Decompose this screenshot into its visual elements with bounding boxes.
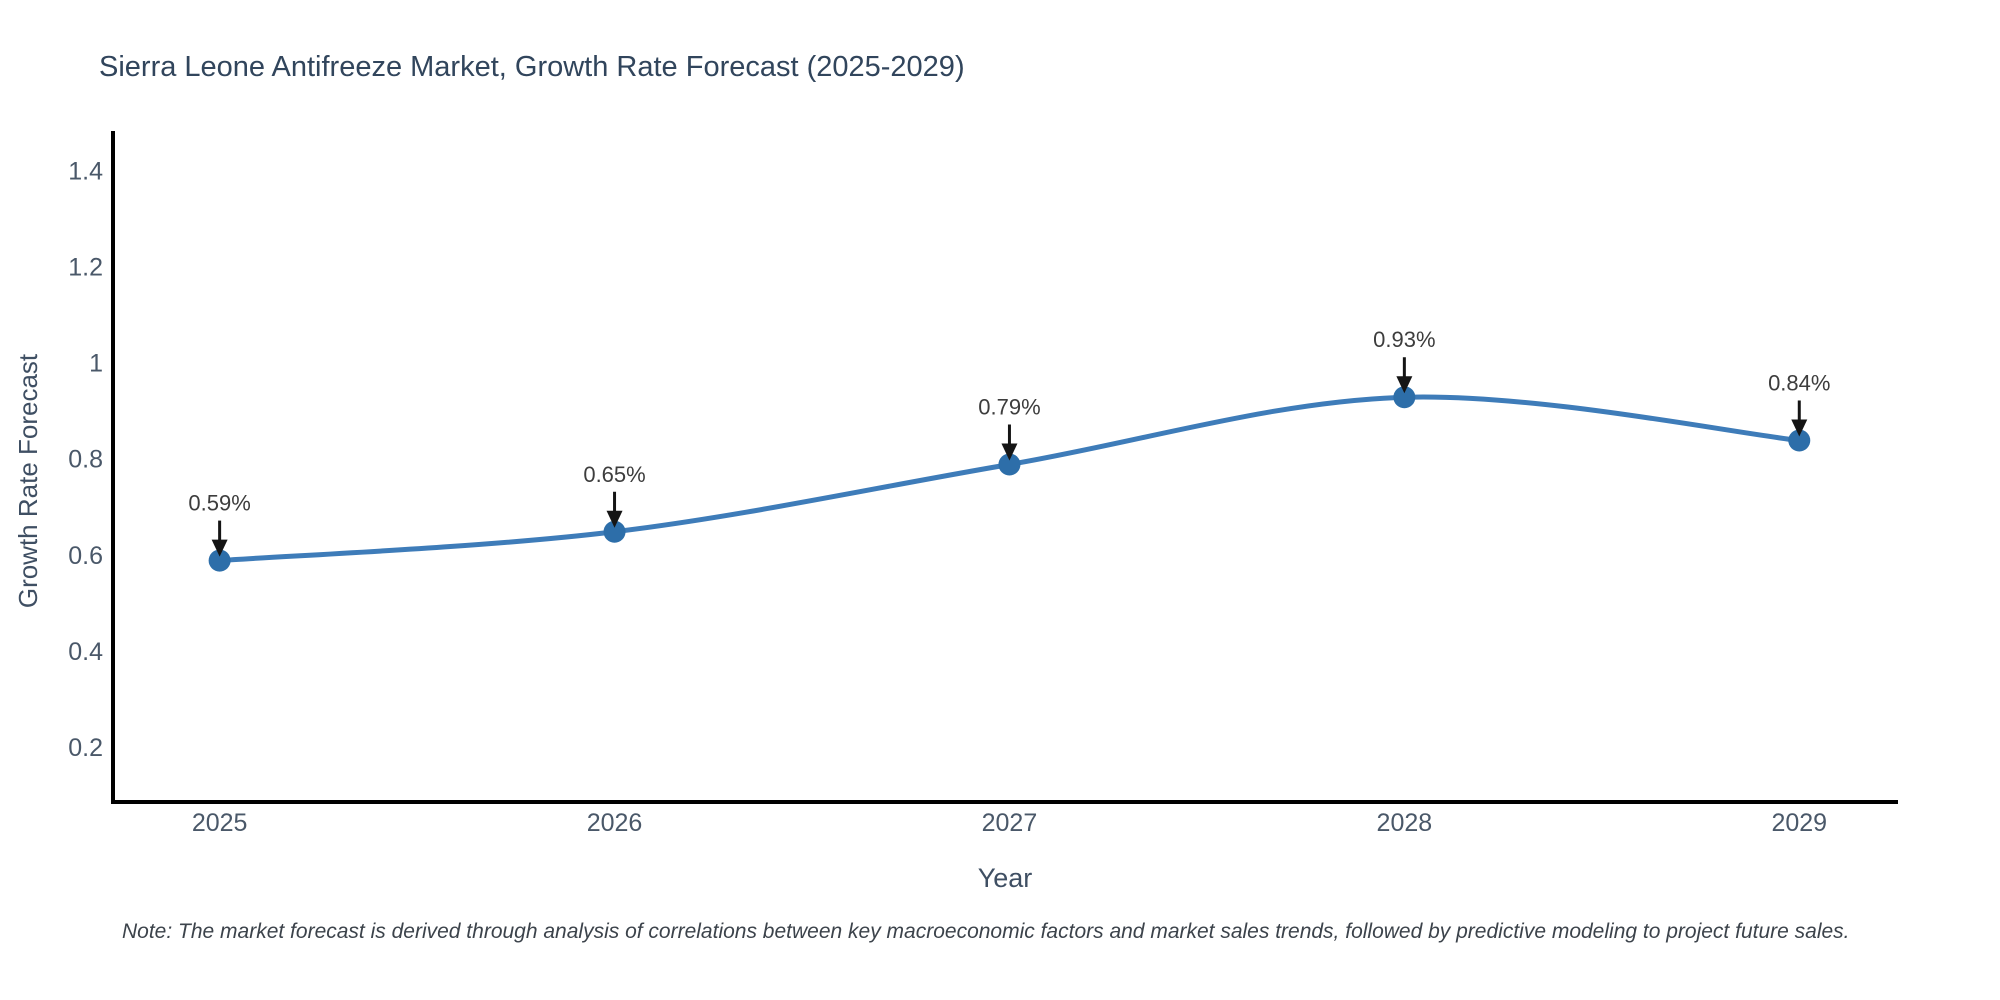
- chart-title: Sierra Leone Antifreeze Market, Growth R…: [99, 51, 965, 83]
- x-tick-label: 2028: [1377, 809, 1433, 837]
- data-point-2025[interactable]: [208, 549, 231, 572]
- data-point-2027[interactable]: [998, 453, 1021, 476]
- point-label: 0.65%: [583, 462, 645, 487]
- annotation-arrowhead-icon: [606, 510, 623, 528]
- x-tick-label: 2026: [587, 809, 643, 837]
- point-label: 0.79%: [978, 394, 1040, 419]
- data-point-2029[interactable]: [1788, 429, 1811, 452]
- annotation-arrowhead-icon: [1001, 443, 1018, 461]
- x-tick-label: 2025: [192, 809, 248, 837]
- y-tick-label: 1.2: [68, 254, 103, 282]
- x-axis-title: Year: [977, 863, 1033, 893]
- data-point-2028[interactable]: [1393, 386, 1416, 409]
- y-tick-label: 0.2: [68, 734, 103, 762]
- forecast-line: [217, 394, 1802, 564]
- x-tick-label: 2027: [982, 809, 1038, 837]
- data-point-2026[interactable]: [603, 520, 626, 543]
- point-label: 0.84%: [1768, 370, 1830, 395]
- annotation-arrowhead-icon: [1396, 376, 1413, 394]
- x-tick-label: 2029: [1771, 809, 1827, 837]
- annotation-arrowhead-icon: [1791, 419, 1808, 437]
- y-tick-label: 0.8: [68, 446, 103, 474]
- y-tick-label: 0.4: [68, 638, 103, 666]
- annotation-arrowhead-icon: [211, 539, 228, 557]
- y-tick-label: 1: [89, 350, 103, 378]
- y-tick-label: 0.6: [68, 542, 103, 570]
- point-label: 0.59%: [188, 491, 250, 516]
- y-tick-label: 1.4: [68, 157, 103, 185]
- point-label: 0.93%: [1373, 327, 1435, 352]
- footnote: Note: The market forecast is derived thr…: [122, 920, 1850, 943]
